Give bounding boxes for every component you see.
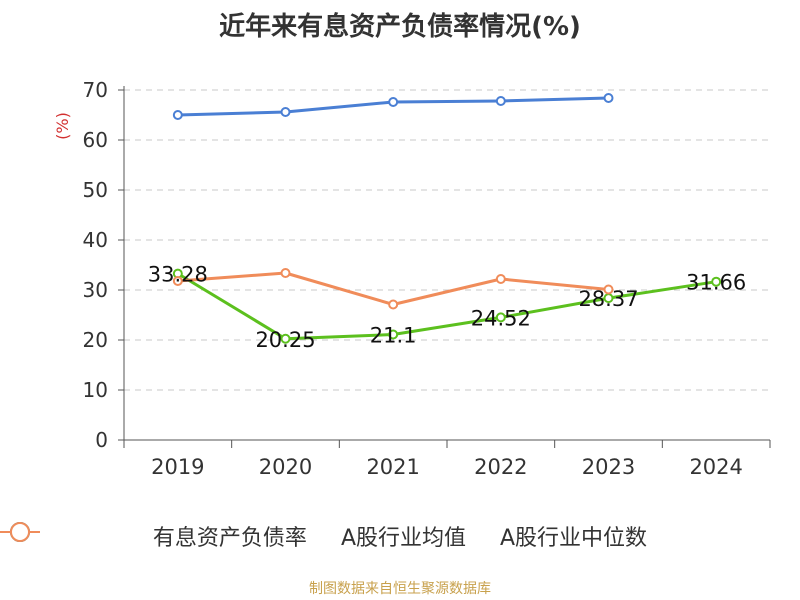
data-label: 31.66 [686,271,746,295]
legend-item[interactable]: 有息资产负债率 [0,520,307,552]
data-point [603,93,614,103]
x-tick-label: 2024 [689,455,742,479]
chart-title: 近年来有息资产负债率情况(%) [219,12,581,42]
data-label: 28.37 [578,287,638,311]
x-tick-label: 2020 [259,455,312,479]
data-labels: 33.28 20.25 21.1 24.52 28.37 31.66 [148,263,746,352]
y-tick-label: 0 [95,428,108,452]
legend-label: 有息资产负债率 [152,526,307,551]
data-point [172,110,183,120]
y-tick-label: 30 [83,278,108,302]
x-tick-label: 2019 [151,455,204,479]
y-tick-label: 60 [83,128,108,152]
y-tick-label: 70 [83,78,108,102]
legend-item[interactable]: A股行业均值 [0,520,466,552]
x-tick-label: 2023 [582,455,635,479]
data-point [280,333,291,344]
grid-lines [124,89,770,391]
source-note: 制图数据来自恒生聚源数据库 [309,581,491,597]
data-point [711,276,722,287]
y-tick-label: 50 [83,178,108,202]
x-tick-label: 2022 [474,455,527,479]
legend-label: A股行业均值 [340,526,466,551]
legend-label: A股行业中位数 [500,526,648,551]
data-label: 20.25 [255,328,315,352]
axes: 0 10 20 30 40 50 60 70 (%) 2019 2020 2021 2022 2023 20… [53,78,771,479]
legend-item[interactable]: A股行业中位数 [0,520,648,552]
data-label: 24.52 [471,306,531,330]
x-tick-label: 2021 [366,455,419,479]
data-point [495,312,506,323]
y-tick-label: 10 [83,378,108,402]
legend-swatch [0,522,40,542]
data-point [603,284,614,295]
data-point [495,96,506,106]
data-point [495,274,506,284]
series-lines [172,93,722,344]
y-tick-label: 40 [83,228,108,252]
data-point [280,107,291,117]
legend: 有息资产负债率 A股行业均值 A股行业中位数 [0,520,800,552]
data-point [172,276,183,286]
y-axis-title: (%) [53,112,72,140]
data-point [388,329,399,340]
data-label: 33.28 [148,263,208,287]
data-point [388,97,399,107]
y-tick-label: 20 [83,328,108,352]
data-point [280,268,291,278]
data-label: 21.1 [370,324,417,348]
series-line [177,272,717,341]
data-point [388,299,399,310]
legend-marker [10,522,30,542]
